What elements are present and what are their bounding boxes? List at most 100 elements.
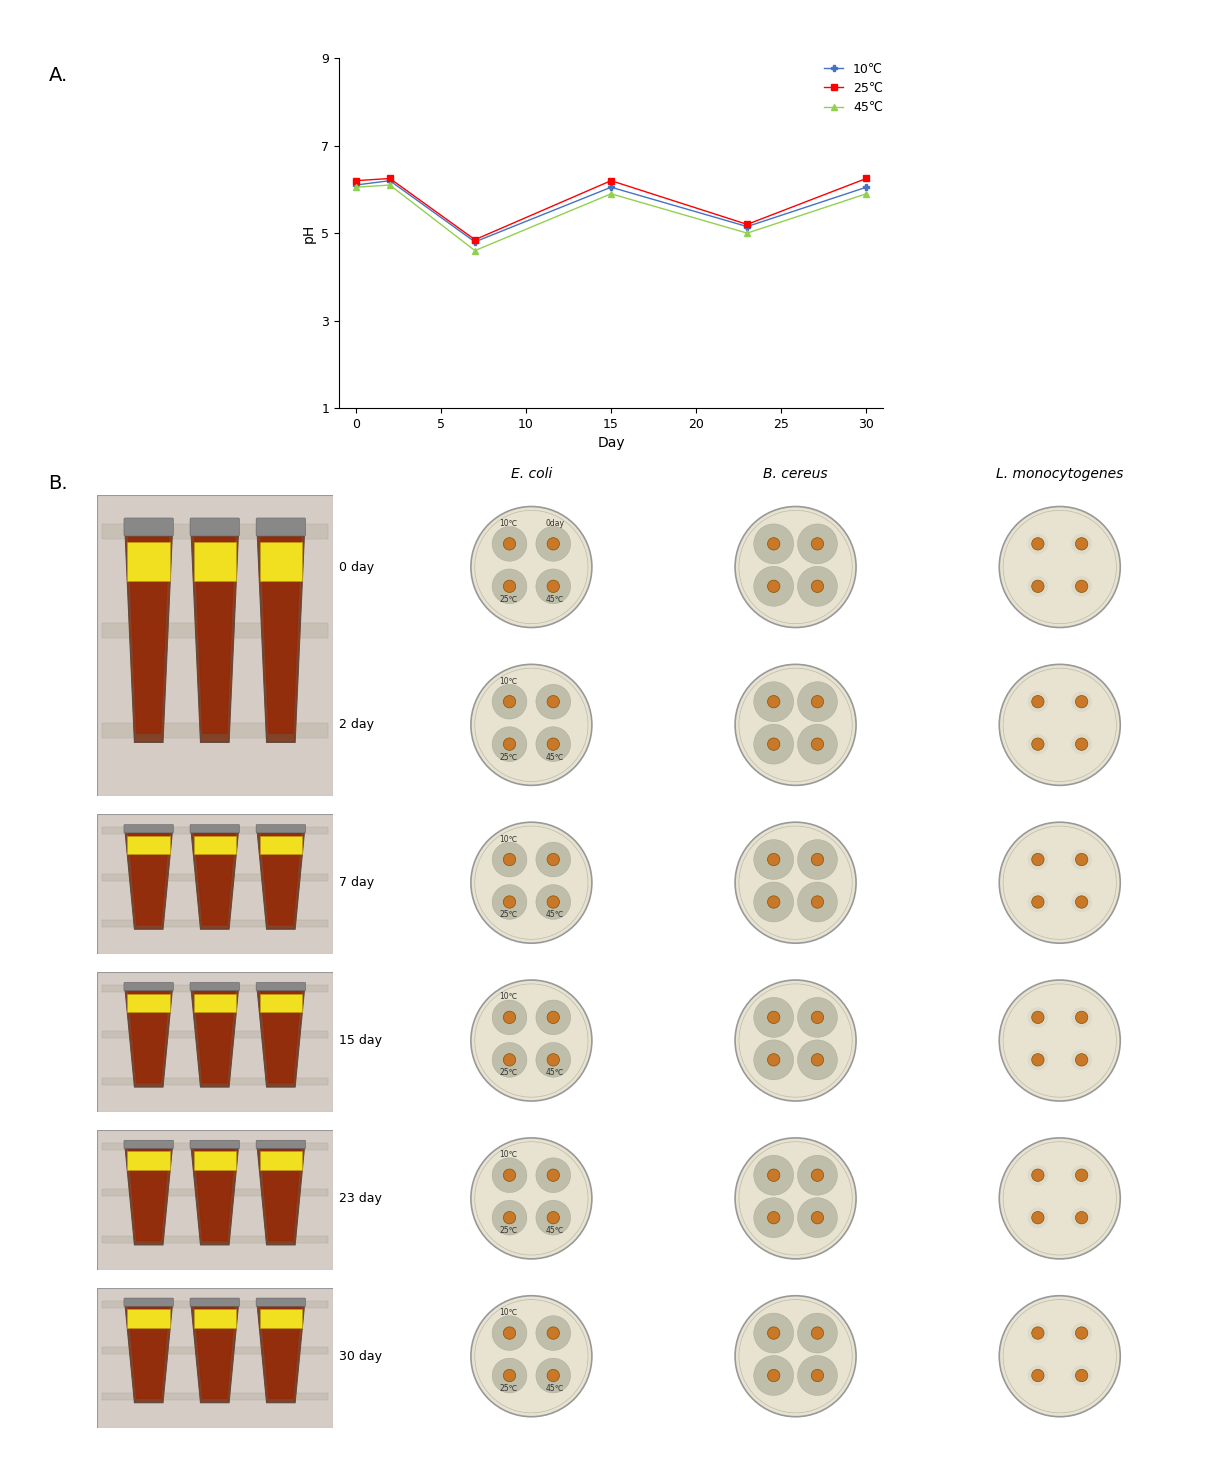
FancyBboxPatch shape [194,1310,236,1327]
Circle shape [536,568,571,603]
FancyBboxPatch shape [97,1288,333,1428]
Circle shape [754,724,794,763]
Polygon shape [128,1307,168,1399]
Circle shape [1071,1365,1091,1386]
Circle shape [471,507,592,628]
Circle shape [1076,1327,1088,1339]
Circle shape [754,1198,794,1237]
Circle shape [1027,849,1048,870]
FancyBboxPatch shape [102,985,328,992]
Circle shape [754,1355,794,1396]
Circle shape [1076,739,1088,750]
Circle shape [492,1158,526,1193]
Circle shape [1032,739,1044,750]
Text: 30 day: 30 day [339,1349,382,1362]
Text: 0 day: 0 day [339,561,374,574]
FancyBboxPatch shape [102,1348,328,1354]
Text: 23 day: 23 day [339,1192,381,1205]
FancyBboxPatch shape [102,1236,328,1243]
Circle shape [547,854,559,865]
Circle shape [492,1316,526,1351]
Circle shape [767,896,780,908]
Circle shape [767,1169,780,1182]
FancyBboxPatch shape [102,1189,328,1196]
Circle shape [503,538,515,551]
Circle shape [797,724,837,763]
Circle shape [736,664,855,785]
X-axis label: Day: Day [598,436,624,450]
Circle shape [536,1201,571,1236]
Circle shape [471,664,592,785]
Circle shape [492,1042,526,1077]
Circle shape [754,881,794,922]
Circle shape [1032,1212,1044,1224]
Polygon shape [128,538,168,733]
FancyBboxPatch shape [102,1032,328,1039]
Circle shape [754,525,794,564]
Circle shape [1071,892,1091,912]
Circle shape [1076,1212,1088,1224]
25℃ [467,232,482,249]
10℃ [604,179,618,197]
Circle shape [536,526,571,561]
Circle shape [536,842,571,877]
FancyBboxPatch shape [123,519,173,536]
Circle shape [754,1040,794,1080]
Circle shape [1027,892,1048,912]
Circle shape [1071,692,1091,712]
Polygon shape [258,1304,305,1403]
45℃ [739,224,755,242]
Text: 15 day: 15 day [339,1034,382,1048]
45℃ [348,179,363,197]
Text: 10℃: 10℃ [499,1308,518,1317]
Circle shape [547,580,559,593]
Circle shape [492,1358,526,1393]
Circle shape [797,682,837,721]
FancyBboxPatch shape [127,542,169,581]
Circle shape [536,727,571,762]
Circle shape [1076,1011,1088,1024]
Circle shape [754,682,794,721]
FancyBboxPatch shape [260,1310,302,1327]
Text: 45℃: 45℃ [546,594,564,603]
45℃ [382,176,397,194]
Circle shape [999,981,1120,1101]
10℃ [348,176,363,194]
Circle shape [1032,896,1044,908]
Polygon shape [261,833,301,925]
FancyBboxPatch shape [102,919,328,927]
Circle shape [736,981,855,1101]
FancyBboxPatch shape [194,994,236,1011]
Polygon shape [261,538,301,733]
Circle shape [811,896,824,908]
Circle shape [1076,896,1088,908]
Circle shape [736,507,855,628]
Circle shape [471,1138,592,1259]
Polygon shape [195,1150,235,1240]
Circle shape [767,1011,780,1024]
Polygon shape [258,830,305,930]
Polygon shape [261,1307,301,1399]
Circle shape [1027,1049,1048,1069]
Circle shape [1027,1208,1048,1228]
Text: E. coli: E. coli [511,466,552,481]
Circle shape [503,896,515,908]
Circle shape [797,1155,837,1195]
Circle shape [754,839,794,880]
Circle shape [1027,1166,1048,1186]
Circle shape [811,1327,824,1339]
Circle shape [1032,854,1044,865]
Text: 25℃: 25℃ [499,1227,518,1236]
Circle shape [1032,1327,1044,1339]
Text: 25℃: 25℃ [499,594,518,603]
Circle shape [1071,1323,1091,1343]
Line: 45℃: 45℃ [352,182,870,254]
FancyBboxPatch shape [257,982,306,991]
Circle shape [536,1000,571,1034]
Text: 7 day: 7 day [339,876,374,889]
Polygon shape [128,991,168,1083]
Circle shape [767,538,780,551]
Polygon shape [191,989,238,1087]
Circle shape [471,822,592,943]
Circle shape [503,1053,515,1067]
